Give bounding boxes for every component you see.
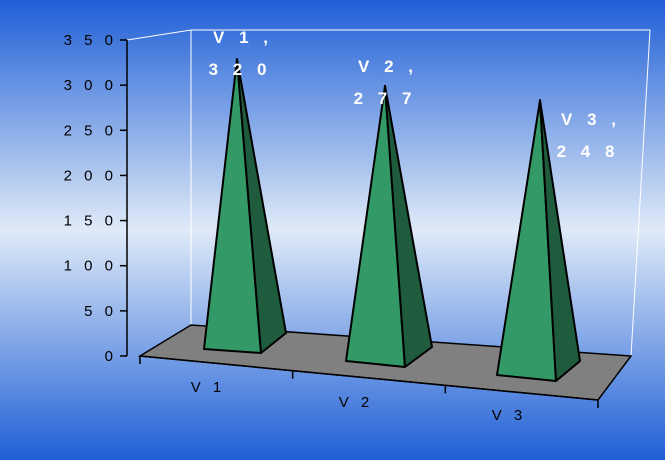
x-axis-line [139,355,599,401]
data-label-name: V 2 , [358,57,418,76]
data-label-name: V 1 , [213,28,273,47]
data-label-name: V 3 , [561,110,621,129]
y-tick-label: 1 0 0 [64,258,117,275]
pyramid-side-face [236,58,287,354]
y-tick-label: 3 0 0 [64,77,117,94]
data-label-value: 2 7 7 [354,89,417,108]
y-tick-label: 5 0 [84,303,117,320]
data-label-value: 2 4 8 [557,142,620,161]
pyramid-series [203,58,581,382]
pyramid-side-face [384,84,433,368]
y-tick-label: 1 5 0 [64,213,117,230]
x-category-label: V 3 [492,407,527,424]
x-axis-ticks: V 1 V 2 V 3 [139,356,599,424]
y-tick-label: 2 0 0 [64,167,117,184]
x-category-label: V 1 [191,379,226,396]
y-tick-label: 0 [105,348,117,365]
data-label-value: 3 2 0 [209,60,272,79]
y-tick-label: 2 5 0 [64,122,117,139]
pyramid-side-face [539,99,581,382]
y-tick-label: 3 5 0 [64,32,117,49]
data-labels: V 1 , 3 2 0 V 2 , 2 7 7 V 3 , 2 4 8 [209,28,621,161]
y-axis-ticks: 0 5 0 1 0 0 1 5 0 2 0 0 2 5 0 3 0 0 3 5 0 [64,32,127,365]
back-wall-frame [126,29,651,357]
x-category-label: V 2 [339,394,374,411]
